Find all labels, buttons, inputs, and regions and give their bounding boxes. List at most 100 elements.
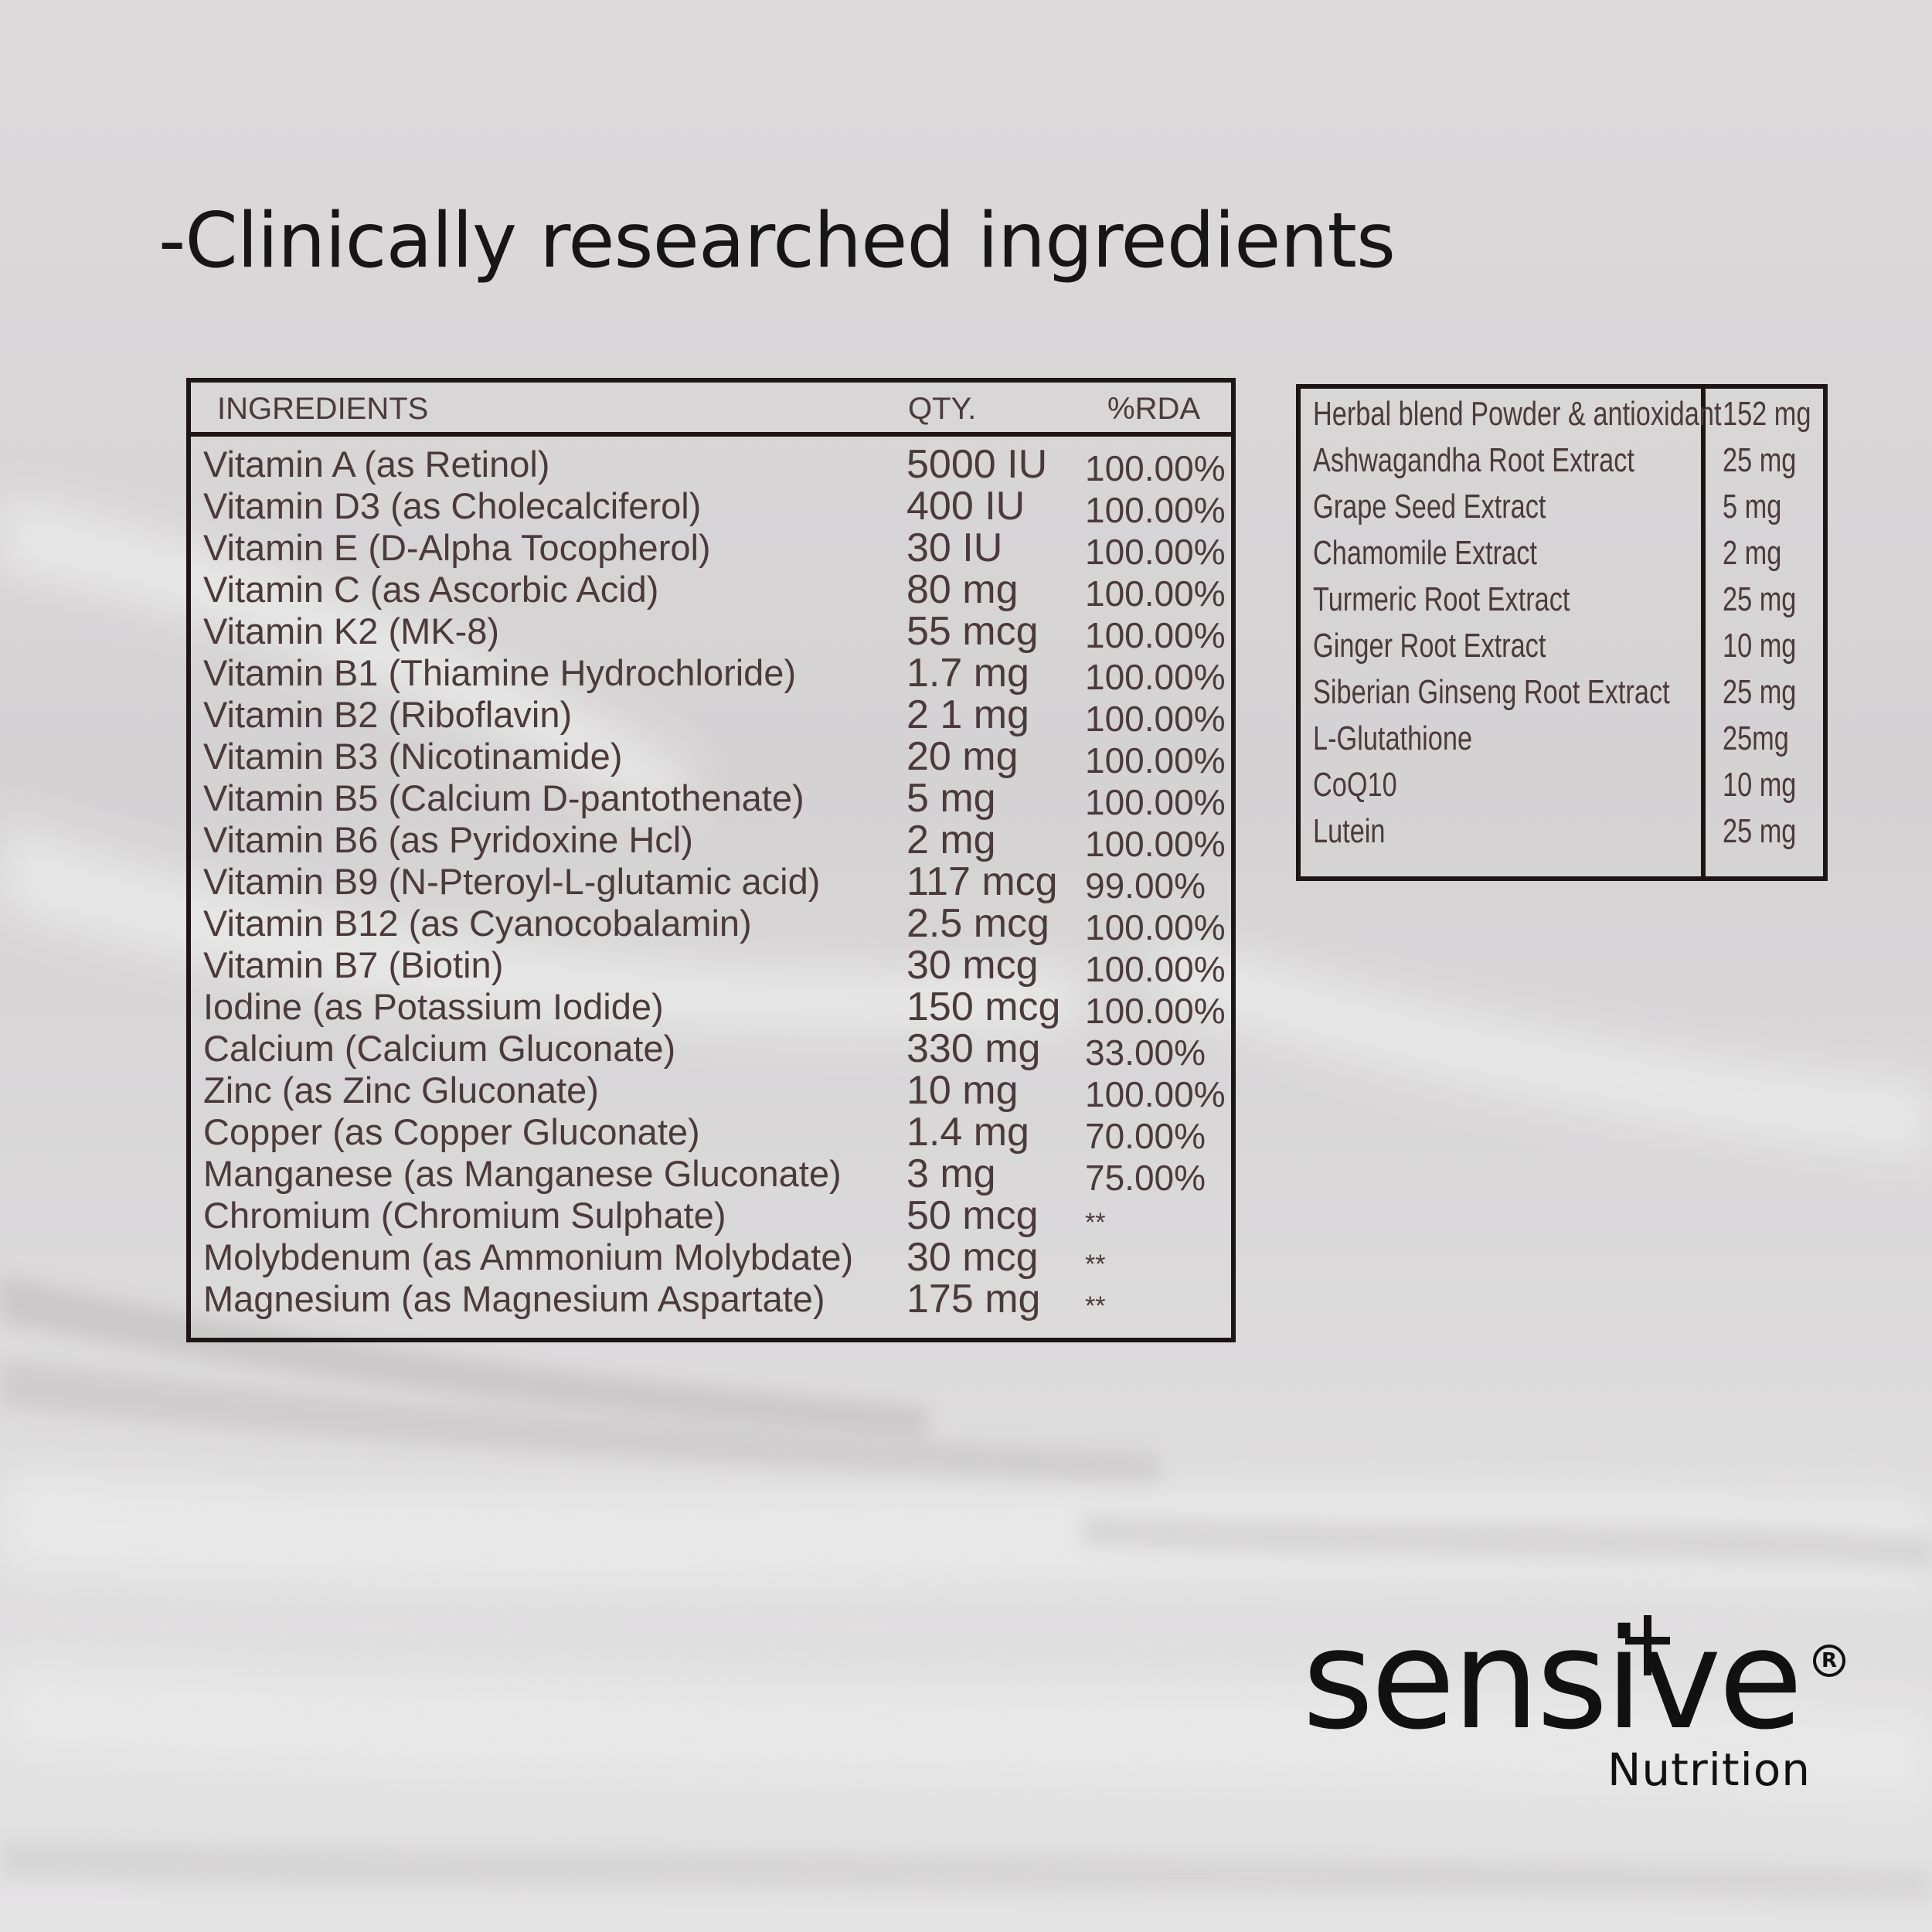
ingredient-rda: 100.00% <box>1085 699 1226 739</box>
ingredient-name: Vitamin B5 (Calcium D-pantothenate) <box>203 777 804 818</box>
herb-qty: 10 mg <box>1723 766 1797 804</box>
header-ingredients: INGREDIENTS <box>217 392 429 426</box>
table-row: Vitamin C (as Ascorbic Acid) 80 mg 100.00% <box>191 567 1231 614</box>
ingredient-qty: 3 mg <box>906 1151 996 1196</box>
table-row: Vitamin D3 (as Cholecalciferol) 400 IU 100… <box>191 484 1231 530</box>
table-row: L-Glutathione 25mg <box>1301 719 1823 764</box>
table-row: Vitamin B3 (Nicotinamide) 20 mg 100.00% <box>191 734 1231 781</box>
herb-name: Siberian Ginseng Root Extract <box>1313 673 1670 711</box>
ingredient-qty: 2 1 mg <box>906 692 1029 737</box>
ingredient-rda: 100.00% <box>1085 1074 1226 1114</box>
ingredient-name: Zinc (as Zinc Gluconate) <box>203 1070 599 1111</box>
table-row: Copper (as Copper Gluconate) 1.4 mg 70.00% <box>191 1110 1231 1156</box>
ingredients-table: INGREDIENTS QTY. %RDA Vitamin A (as Reti… <box>186 378 1236 1342</box>
ingredient-rda: 100.00% <box>1085 740 1226 781</box>
herb-qty: 152 mg <box>1723 395 1811 433</box>
ingredient-qty: 5 mg <box>906 776 996 821</box>
ingredient-name: Vitamin B1 (Thiamine Hydrochloride) <box>203 652 797 693</box>
brand-logo: sensive <box>1302 1600 1803 1760</box>
table-row: Manganese (as Manganese Gluconate) 3 mg 75… <box>191 1151 1231 1198</box>
ingredient-name: Calcium (Calcium Gluconate) <box>203 1028 676 1069</box>
herb-name: Lutein <box>1313 812 1386 850</box>
table-row: Vitamin A (as Retinol) 5000 IU 100.00% <box>191 442 1231 488</box>
ingredient-qty: 2 mg <box>906 818 996 862</box>
ingredient-rda: ** <box>1085 1291 1106 1321</box>
table-row: Vitamin E (D-Alpha Tocopherol) 30 IU 100.0… <box>191 526 1231 572</box>
ingredient-name: Vitamin K2 (MK-8) <box>203 611 500 651</box>
ingredient-name: Molybdenum (as Ammonium Molybdate) <box>203 1236 854 1277</box>
plus-icon <box>1625 1615 1670 1675</box>
table-row: Vitamin B1 (Thiamine Hydrochloride) 1.7 m… <box>191 651 1231 697</box>
table-row: Vitamin B9 (N-Pteroyl-L-glutamic acid) 11… <box>191 859 1231 906</box>
ingredient-name: Vitamin D3 (as Cholecalciferol) <box>203 485 702 526</box>
herb-name: Chamomile Extract <box>1313 534 1537 572</box>
ingredient-qty: 20 mg <box>906 734 1019 779</box>
ingredient-qty: 2.5 mcg <box>906 901 1049 946</box>
ingredient-name: Copper (as Copper Gluconate) <box>203 1111 700 1152</box>
ingredient-rda: 100.00% <box>1085 782 1226 822</box>
ingredient-qty: 117 mcg <box>906 859 1058 904</box>
ingredient-qty: 1.7 mg <box>906 651 1029 696</box>
herb-name: Turmeric Root Extract <box>1313 580 1570 618</box>
ingredient-qty: 175 mg <box>906 1277 1041 1321</box>
table-row: Vitamin B5 (Calcium D-pantothenate) 5 mg 1… <box>191 776 1231 822</box>
ingredient-rda: 100.00% <box>1085 532 1226 572</box>
table-row: Vitamin K2 (MK-8) 55 mcg 100.00% <box>191 609 1231 655</box>
herb-qty: 25 mg <box>1723 580 1797 618</box>
ingredient-qty: 30 IU <box>906 526 1003 570</box>
herb-name: Grape Seed Extract <box>1313 488 1546 526</box>
herb-qty: 25 mg <box>1723 812 1797 850</box>
table-row: Vitamin B6 (as Pyridoxine Hcl) 2 mg 100.00… <box>191 818 1231 864</box>
ingredient-rda: 100.00% <box>1085 657 1226 697</box>
table-row: CoQ10 10 mg <box>1301 766 1823 811</box>
herb-qty: 25 mg <box>1723 673 1797 711</box>
ingredient-name: Vitamin B9 (N-Pteroyl-L-glutamic acid) <box>203 861 821 902</box>
table-header: INGREDIENTS QTY. %RDA <box>191 383 1231 437</box>
table-row: Herbal blend Powder & antioxidant 152 mg <box>1301 395 1823 440</box>
table-row: Ginger Root Extract 10 mg <box>1301 627 1823 672</box>
header-qty: QTY. <box>908 392 977 426</box>
ingredient-rda: 100.00% <box>1085 907 1226 947</box>
ingredient-rda: 100.00% <box>1085 615 1226 655</box>
table-row: Zinc (as Zinc Gluconate) 10 mg 100.00% <box>191 1068 1231 1114</box>
brand-subtitle: Nutrition <box>1607 1743 1811 1796</box>
table-row: Chromium (Chromium Sulphate) 50 mcg ** <box>191 1193 1231 1238</box>
header-rda: %RDA <box>1107 392 1201 426</box>
ingredient-qty: 30 mcg <box>906 1235 1039 1280</box>
ingredient-name: Vitamin B12 (as Cyanocobalamin) <box>203 903 752 944</box>
ingredient-name: Vitamin A (as Retinol) <box>203 444 550 485</box>
ingredient-rda: 100.00% <box>1085 824 1226 864</box>
ingredient-qty: 330 mg <box>906 1026 1041 1071</box>
ingredient-name: Vitamin B2 (Riboflavin) <box>203 694 573 735</box>
headline: -Clinically researched ingredients <box>158 197 1396 285</box>
ingredient-qty: 10 mg <box>906 1068 1019 1113</box>
ingredient-rda: 100.00% <box>1085 448 1226 488</box>
herb-name: Ginger Root Extract <box>1313 627 1546 665</box>
table-row: Vitamin B12 (as Cyanocobalamin) 2.5 mcg 10… <box>191 901 1231 947</box>
ingredient-name: Vitamin B3 (Nicotinamide) <box>203 736 623 777</box>
table-row: Vitamin B7 (Biotin) 30 mcg 100.00% <box>191 943 1231 989</box>
herb-qty: 2 mg <box>1723 534 1782 572</box>
ingredient-name: Vitamin E (D-Alpha Tocopherol) <box>203 527 711 568</box>
herb-name: L-Glutathione <box>1313 719 1473 757</box>
table-row: Chamomile Extract 2 mg <box>1301 534 1823 579</box>
table-row: Ashwagandha Root Extract 25 mg <box>1301 441 1823 486</box>
table-row: Iodine (as Potassium Iodide) 150 mcg 100.0… <box>191 985 1231 1031</box>
ingredient-name: Iodine (as Potassium Iodide) <box>203 986 664 1027</box>
ingredient-name: Vitamin C (as Ascorbic Acid) <box>203 569 659 610</box>
ingredient-qty: 400 IU <box>906 484 1026 529</box>
ingredient-name: Vitamin B7 (Biotin) <box>203 944 504 985</box>
ingredient-qty: 1.4 mg <box>906 1110 1029 1155</box>
column-divider <box>1701 389 1706 876</box>
table-row: Grape Seed Extract 5 mg <box>1301 488 1823 532</box>
herb-qty: 10 mg <box>1723 627 1797 665</box>
ingredient-rda: 99.00% <box>1085 866 1206 906</box>
table-row: Vitamin B2 (Riboflavin) 2 1 mg 100.00% <box>191 692 1231 739</box>
ingredient-qty: 80 mg <box>906 567 1019 612</box>
table-row: Siberian Ginseng Root Extract 25 mg <box>1301 673 1823 718</box>
herb-qty: 5 mg <box>1723 488 1782 526</box>
ingredient-name: Magnesium (as Magnesium Aspartate) <box>203 1278 825 1319</box>
herb-name: CoQ10 <box>1313 766 1397 804</box>
ingredient-rda: 100.00% <box>1085 991 1226 1031</box>
